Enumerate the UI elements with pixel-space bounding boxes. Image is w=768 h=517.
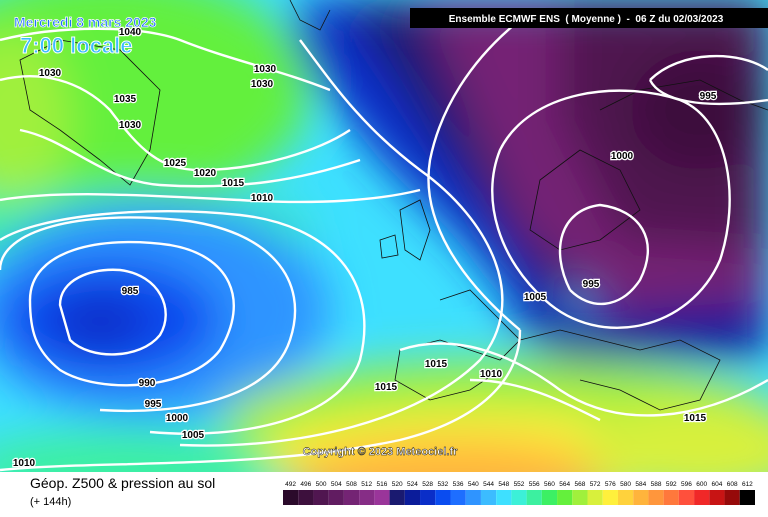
scale-swatch	[389, 490, 405, 505]
isobar-label: 1035	[114, 94, 137, 105]
scale-swatch	[465, 490, 481, 505]
scale-swatch	[511, 490, 527, 505]
scale-swatch	[602, 490, 618, 505]
isobar-labels: 1040 1030 1035 1030 1030 1030 1025 1020 1015 1010…	[12, 26, 718, 471]
footer-lead: (+ 144h)	[30, 496, 71, 508]
isobar-label: 995	[583, 279, 600, 290]
isobar-label: 1010	[251, 193, 274, 204]
isobar-label: 1015	[684, 413, 707, 424]
scale-label: 600	[696, 481, 707, 488]
scale-label: 528	[422, 481, 433, 488]
scale-swatch	[496, 490, 512, 505]
isobar-label: 1000	[611, 151, 634, 162]
scale-label: 568	[574, 481, 585, 488]
scale-swatch	[435, 490, 451, 505]
scale-label: 508	[346, 481, 357, 488]
scale-swatch	[298, 490, 314, 505]
scale-label: 612	[742, 481, 753, 488]
scale-label: 564	[559, 481, 570, 488]
scale-label: 596	[681, 481, 692, 488]
scale-swatch	[572, 490, 588, 505]
scale-swatch	[450, 490, 466, 505]
copyright: Copyright © 2023 Meteociel.fr	[303, 446, 459, 458]
scale-swatch	[663, 490, 679, 505]
scale-label: 560	[544, 481, 555, 488]
isobar-label: 1020	[194, 168, 217, 179]
isobar-label: 1010	[480, 369, 503, 380]
isobar-label: 1030	[39, 68, 62, 79]
scale-label: 492	[285, 481, 296, 488]
scale-label: 532	[437, 481, 448, 488]
coastlines	[19, 0, 768, 411]
scale-swatch	[633, 490, 649, 505]
scale-label: 504	[331, 481, 342, 488]
scale-swatch	[374, 490, 390, 505]
scale-swatch	[709, 490, 725, 505]
isobars	[0, 19, 768, 472]
isobar-label: 1005	[524, 292, 547, 303]
isobar-label: 1015	[425, 359, 448, 370]
scale-swatch	[526, 490, 542, 505]
isobar-label: 995	[145, 399, 162, 410]
scale-swatch	[678, 490, 695, 505]
scale-swatch	[648, 490, 664, 505]
isobar-label: 1025	[164, 158, 187, 169]
scale-swatch	[557, 490, 573, 505]
scale-label: 552	[514, 481, 525, 488]
isobar-label: 1030	[254, 64, 277, 75]
scale-label: 544	[483, 481, 494, 488]
scale-label: 592	[666, 481, 677, 488]
scale-label: 536	[453, 481, 464, 488]
scale-swatch	[694, 490, 710, 505]
isobar-label: 1005	[182, 430, 205, 441]
isobar-label: 1015	[222, 178, 245, 189]
isobar-label: 995	[700, 91, 717, 102]
scale-label: 548	[498, 481, 509, 488]
scale-swatch	[541, 490, 558, 505]
scale-label: 608	[727, 481, 738, 488]
scale-label: 524	[407, 481, 418, 488]
scale-swatch	[617, 490, 634, 505]
footer-title: Géop. Z500 & pression au sol	[30, 475, 215, 491]
map-time: 7:00 locale	[20, 33, 133, 58]
scale-label: 520	[392, 481, 403, 488]
scale-label: 580	[620, 481, 631, 488]
scale-label: 588	[651, 481, 662, 488]
isobar-label: 1030	[119, 120, 142, 131]
isobar-label: 1030	[251, 79, 274, 90]
scale-label: 540	[468, 481, 479, 488]
scale-swatch	[480, 490, 497, 505]
scale-label: 556	[529, 481, 540, 488]
header: Ensemble ECMWF ENS ( Moyenne ) - 06 Z du…	[449, 14, 724, 25]
scale-swatch	[420, 490, 436, 505]
scale-swatch	[313, 490, 329, 505]
isobar-label: 1010	[13, 458, 36, 469]
scale-swatch	[587, 490, 603, 505]
scale-swatch	[343, 490, 360, 505]
scale-swatch	[724, 490, 740, 505]
isobar-label: 1000	[166, 413, 189, 424]
scale-swatch	[404, 490, 421, 505]
scale-label: 584	[635, 481, 646, 488]
scale-swatch	[739, 490, 755, 505]
scale-label: 576	[605, 481, 616, 488]
scale-swatch	[328, 490, 344, 505]
scale-swatch	[359, 490, 375, 505]
scale-swatch	[283, 490, 299, 505]
scale-label: 512	[361, 481, 372, 488]
isobar-label: 990	[139, 378, 156, 389]
isobar-label: 1040	[119, 27, 142, 38]
scale-label: 496	[300, 481, 311, 488]
header-box	[410, 8, 768, 28]
scale-label: 604	[712, 481, 723, 488]
color-scale: 492 496 500 504 508 512 516 520 524 528 532 536 540 5…	[283, 481, 755, 505]
isobar-label: 1015	[375, 382, 398, 393]
isobar-label: 985	[122, 286, 139, 297]
map-date: Mercredi 8 mars 2023	[14, 14, 157, 30]
scale-label: 572	[590, 481, 601, 488]
scale-label: 516	[377, 481, 388, 488]
scale-label: 500	[316, 481, 327, 488]
